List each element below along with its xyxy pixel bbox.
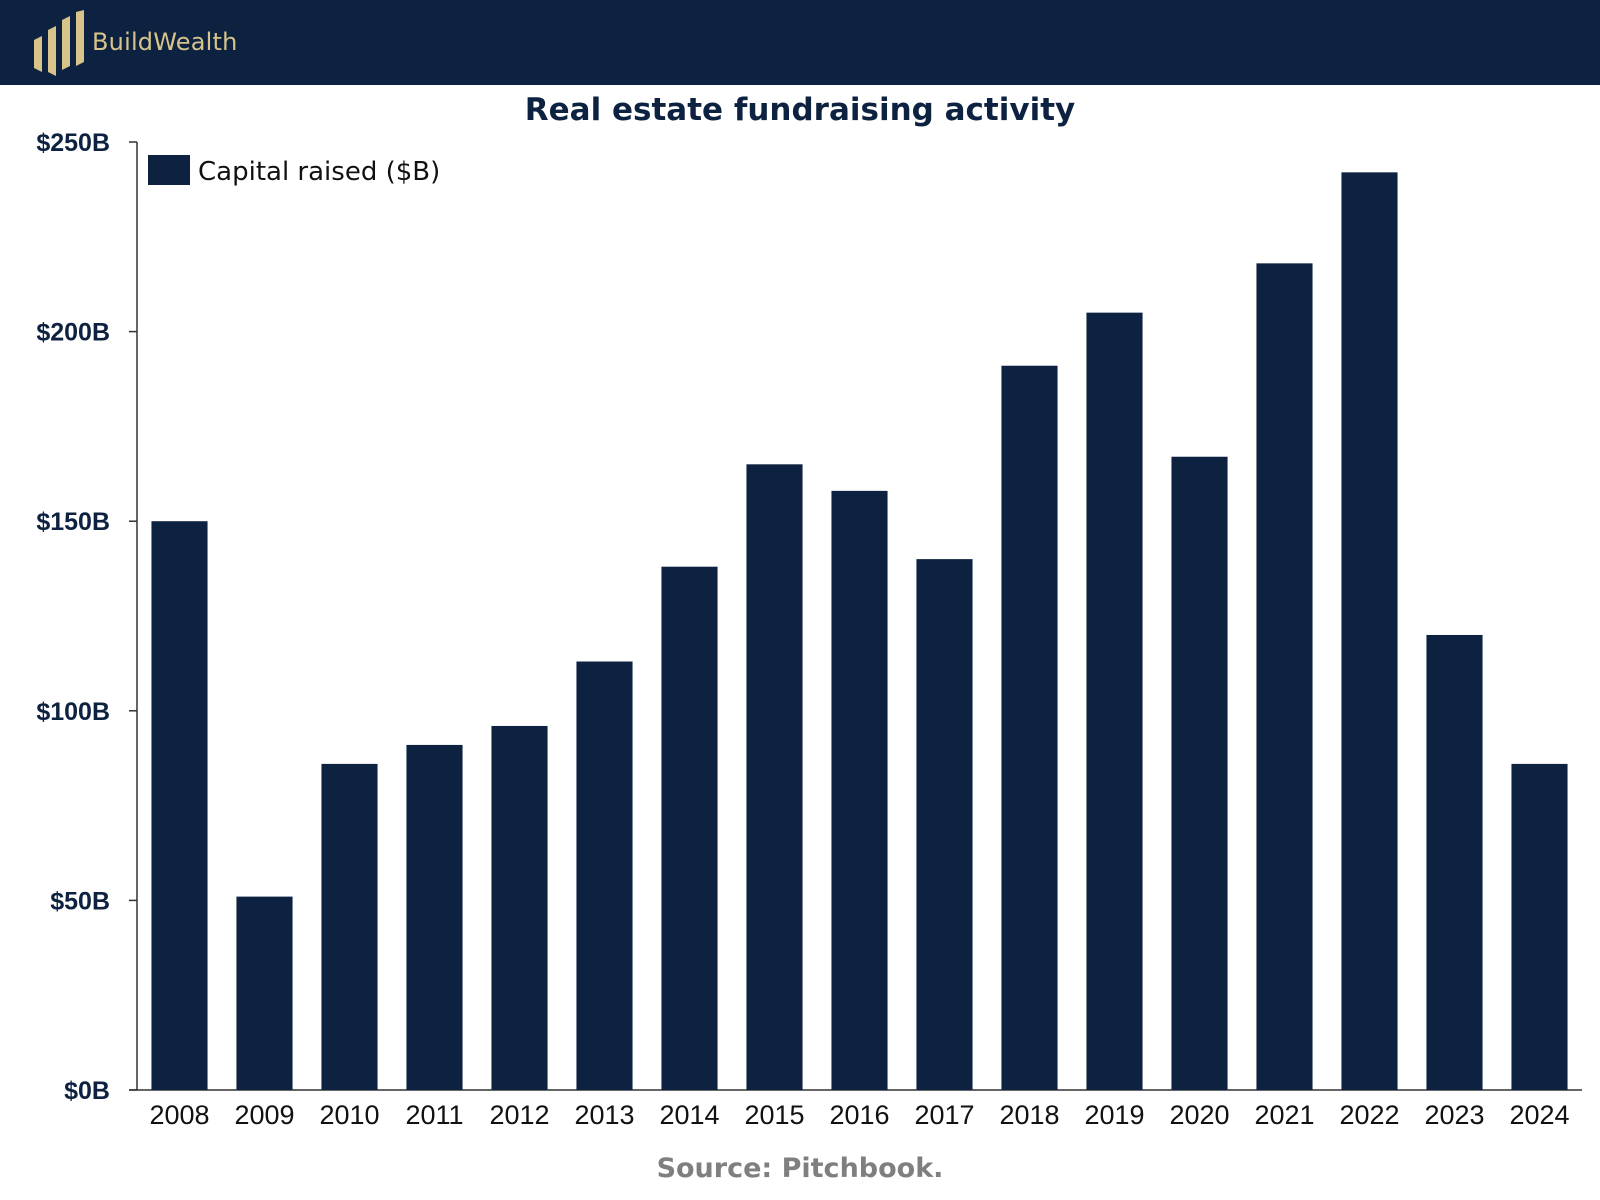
header-bar: BuildWealth bbox=[0, 0, 1600, 85]
x-tick-label: 2018 bbox=[999, 1100, 1059, 1130]
x-tick-label: 2012 bbox=[489, 1100, 549, 1130]
bar-2015 bbox=[746, 464, 803, 1090]
bar-logo-icon bbox=[34, 10, 84, 76]
bar-2024 bbox=[1511, 763, 1568, 1090]
x-tick-label: 2011 bbox=[405, 1100, 463, 1130]
chart-bars bbox=[151, 172, 1568, 1091]
x-tick-label: 2022 bbox=[1339, 1100, 1399, 1130]
legend-swatch bbox=[148, 155, 190, 185]
bar-2019 bbox=[1086, 312, 1143, 1090]
bar-2010 bbox=[321, 763, 378, 1090]
bar-2020 bbox=[1171, 456, 1228, 1091]
y-tick-label: $100B bbox=[36, 698, 110, 726]
x-tick-label: 2010 bbox=[319, 1100, 379, 1130]
bar-2022 bbox=[1341, 172, 1398, 1090]
y-tick-label: $150B bbox=[36, 508, 110, 536]
x-tick-label: 2023 bbox=[1424, 1100, 1484, 1130]
y-tick-label: $200B bbox=[36, 319, 110, 347]
bar-2014 bbox=[661, 566, 718, 1090]
y-tick-label: $250B bbox=[36, 129, 110, 157]
x-tick-label: 2008 bbox=[149, 1100, 209, 1130]
y-tick-label: $0B bbox=[64, 1077, 110, 1105]
bar-2017 bbox=[916, 559, 973, 1090]
bar-2018 bbox=[1001, 365, 1058, 1090]
x-tick-label: 2017 bbox=[914, 1100, 974, 1130]
x-tick-label: 2021 bbox=[1254, 1100, 1314, 1130]
bar-2016 bbox=[831, 490, 888, 1090]
x-tick-label: 2020 bbox=[1169, 1100, 1229, 1130]
x-tick-label: 2015 bbox=[744, 1100, 804, 1130]
legend-label: Capital raised ($B) bbox=[198, 157, 440, 187]
bar-2013 bbox=[576, 661, 633, 1090]
x-tick-label: 2019 bbox=[1084, 1100, 1144, 1130]
x-tick-label: 2013 bbox=[574, 1100, 634, 1130]
bar-2009 bbox=[236, 896, 293, 1090]
chart-legend: Capital raised ($B) bbox=[148, 155, 440, 187]
bar-2008 bbox=[151, 521, 208, 1090]
bar-2021 bbox=[1256, 263, 1313, 1090]
x-tick-label: 2009 bbox=[234, 1100, 294, 1130]
chart-axes: $0B $50B $100B $150B $200B $250B 2008 2009 2010 2… bbox=[36, 129, 1582, 1130]
x-tick-label: 2014 bbox=[659, 1100, 719, 1130]
source-note: Source: Pitchbook. bbox=[656, 1153, 944, 1184]
bar-2011 bbox=[406, 744, 463, 1090]
bar-2023 bbox=[1426, 634, 1483, 1090]
chart-title: Real estate fundraising activity bbox=[524, 92, 1076, 128]
brand-name: BuildWealth bbox=[92, 28, 238, 56]
y-tick-label: $50B bbox=[50, 887, 110, 915]
bar-2012 bbox=[491, 725, 548, 1090]
x-tick-label: 2024 bbox=[1509, 1100, 1569, 1130]
x-tick-label: 2016 bbox=[829, 1100, 889, 1130]
